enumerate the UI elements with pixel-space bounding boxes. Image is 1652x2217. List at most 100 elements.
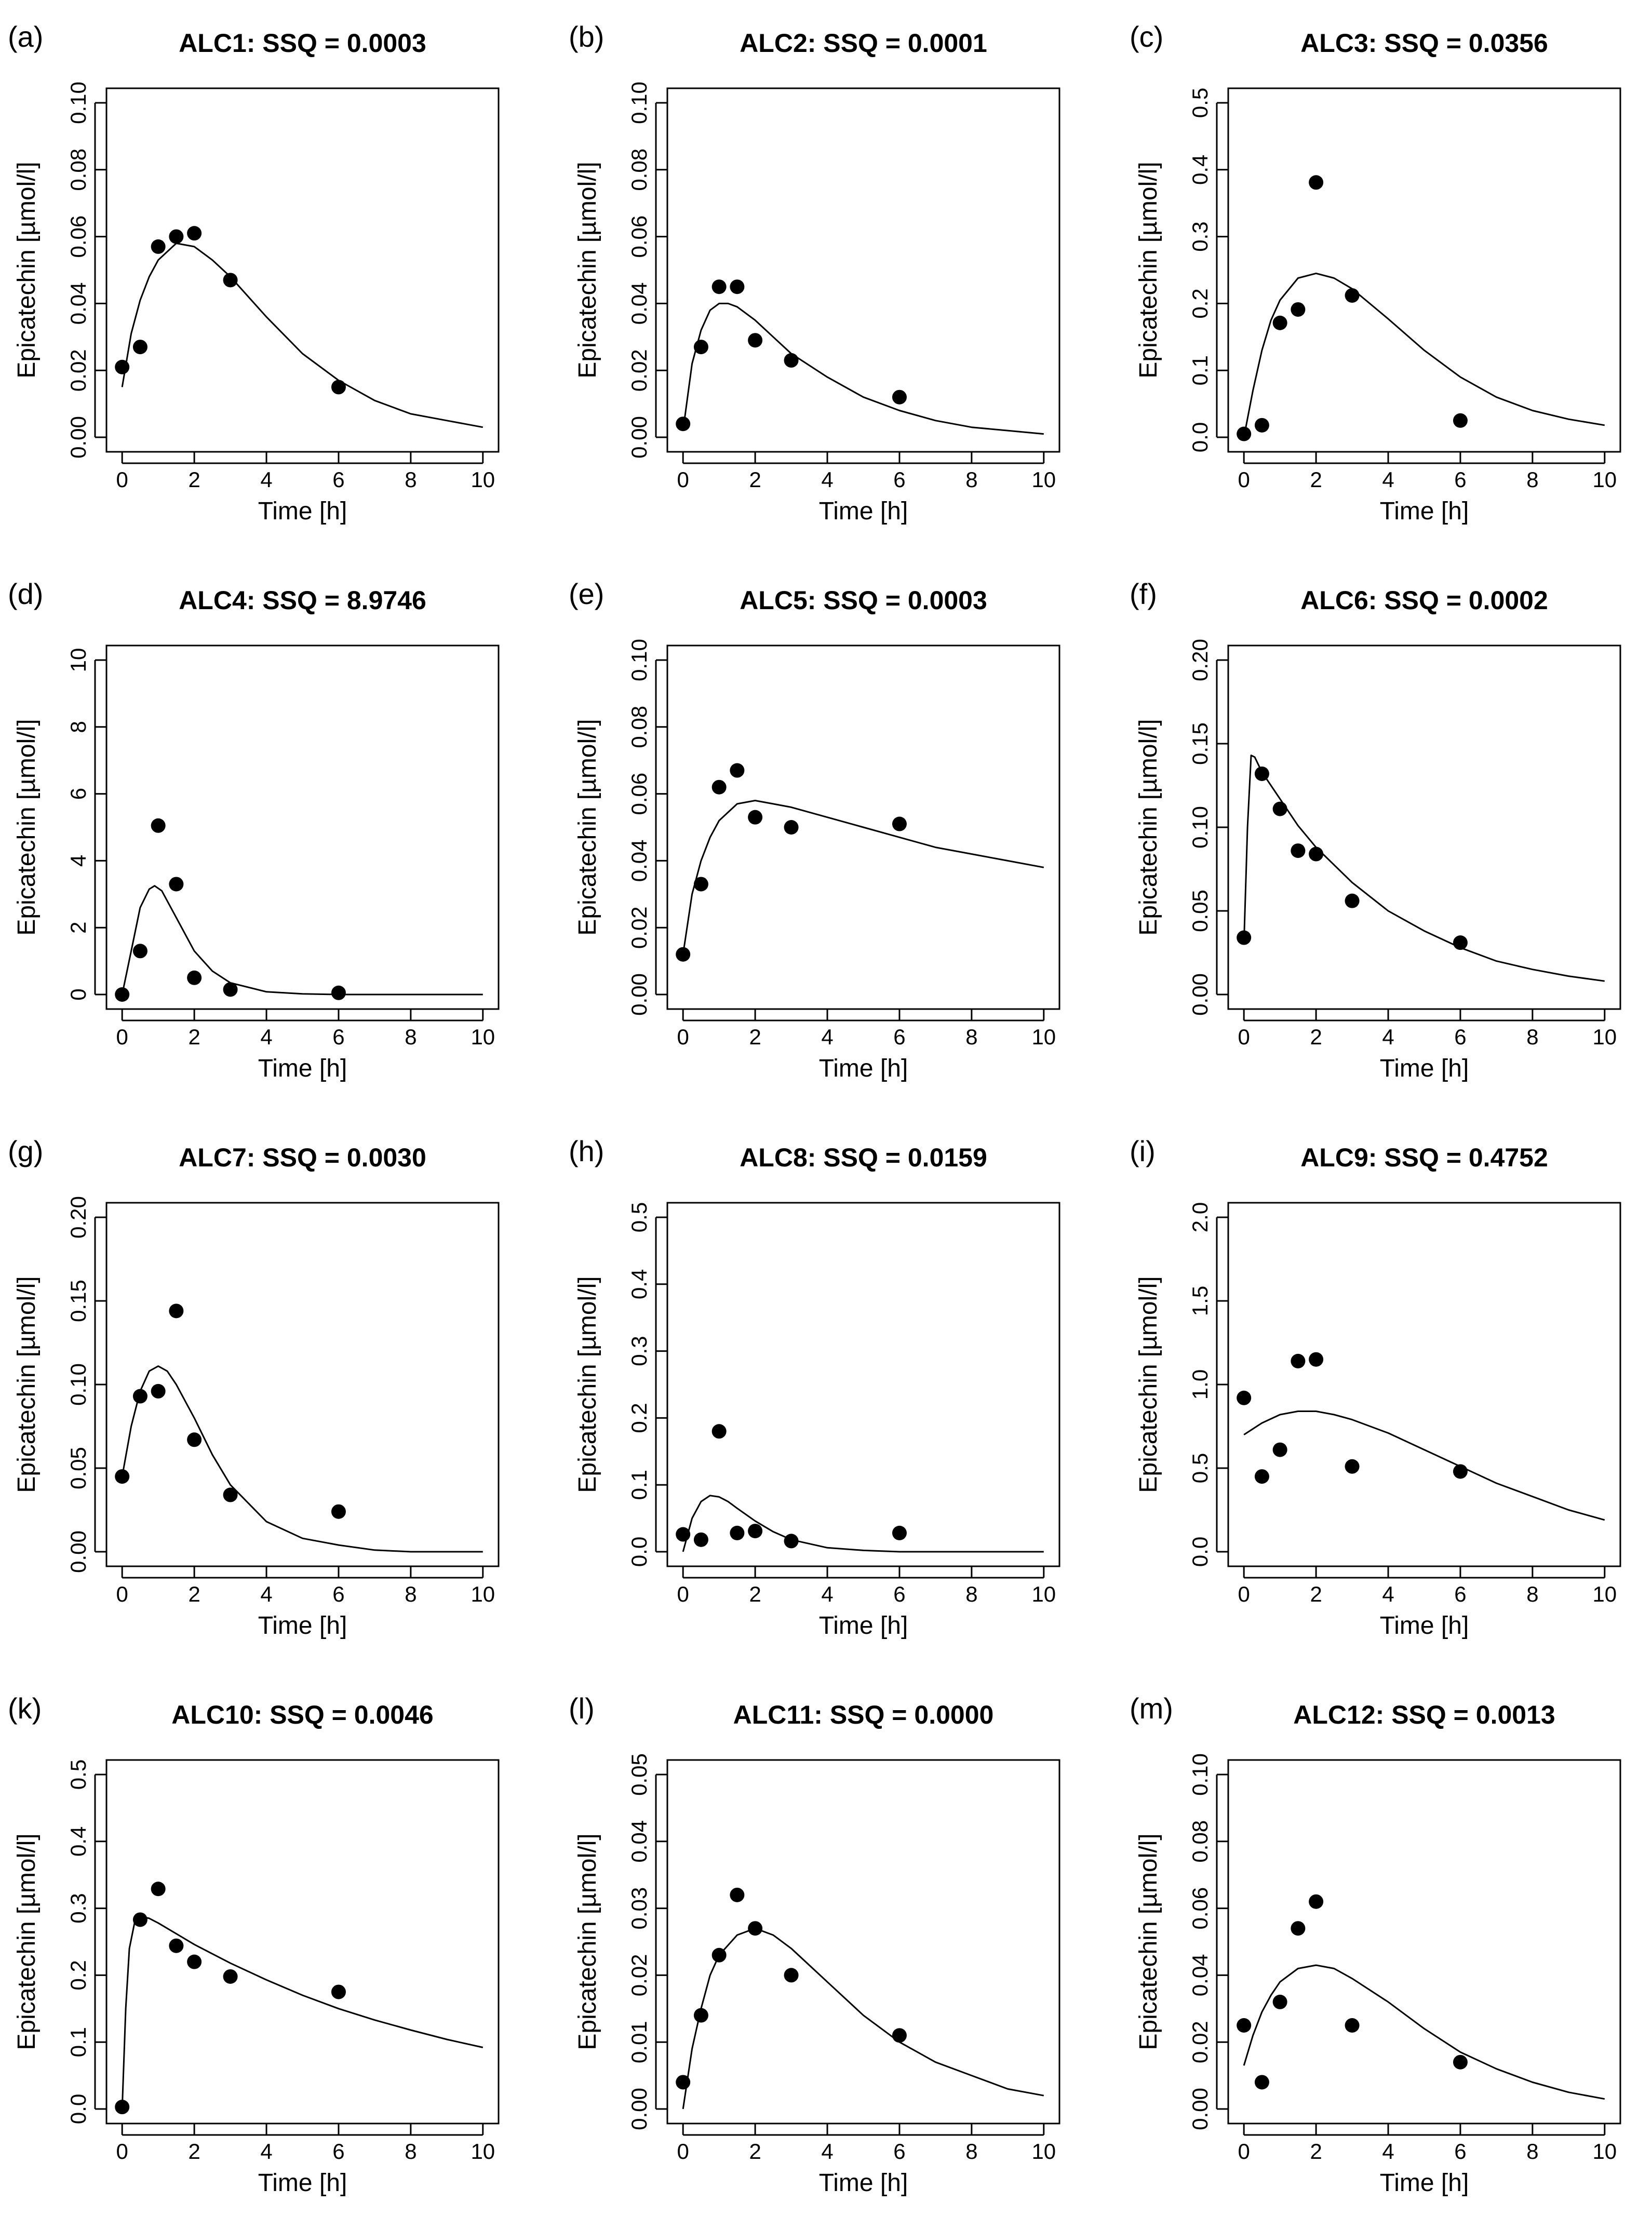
y-axis-label: Epicatechin [µmol/l] bbox=[13, 162, 41, 378]
data-point bbox=[1237, 426, 1252, 441]
y-tick-label: 0.02 bbox=[1188, 2021, 1212, 2063]
x-tick-label: 2 bbox=[188, 467, 200, 492]
data-point bbox=[711, 780, 727, 795]
panel-title: ALC5: SSQ = 0.0003 bbox=[740, 586, 987, 615]
y-tick-label: 1.5 bbox=[1188, 1286, 1212, 1316]
panel-tag: (g) bbox=[8, 1135, 43, 1167]
y-tick-label: 0.00 bbox=[627, 416, 651, 459]
y-tick-label: 0.0 bbox=[66, 2094, 90, 2124]
data-point bbox=[693, 2008, 708, 2023]
fit-curve bbox=[682, 1495, 1044, 1553]
panel-5: (e) ALC5: SSQ = 0.0003 0 2 4 6 8 10 Time [h] 0.00… bbox=[569, 577, 1060, 1082]
data-point bbox=[132, 1389, 147, 1404]
y-tick-label: 0.20 bbox=[66, 1196, 90, 1239]
x-tick-label: 0 bbox=[677, 467, 689, 492]
data-point bbox=[1309, 1352, 1324, 1367]
data-point bbox=[892, 2028, 907, 2043]
data-point bbox=[169, 229, 184, 244]
x-tick-label: 2 bbox=[1310, 1025, 1322, 1049]
x-tick-label: 4 bbox=[821, 2139, 833, 2164]
x-tick-label: 4 bbox=[260, 467, 272, 492]
panel-tag: (m) bbox=[1130, 1692, 1173, 1725]
panel-4: (d) ALC4: SSQ = 8.9746 0 2 4 6 8 10 Time [h] 0 2 4 6… bbox=[8, 577, 500, 1082]
data-point bbox=[1272, 1994, 1287, 2009]
panel-2: (b) ALC2: SSQ = 0.0001 0 2 4 6 8 10 Time [h] 0.00… bbox=[569, 20, 1060, 525]
x-axis-label: Time [h] bbox=[1380, 2169, 1469, 2197]
x-axis-label: Time [h] bbox=[1380, 1612, 1469, 1640]
x-tick-label: 6 bbox=[893, 2139, 905, 2164]
data-point bbox=[711, 279, 727, 294]
panel-6: (f) ALC6: SSQ = 0.0002 0 2 4 6 8 10 Time [h] 0.00… bbox=[1130, 577, 1621, 1082]
y-tick-label: 0.1 bbox=[1188, 355, 1212, 385]
x-tick-label: 6 bbox=[1454, 1582, 1466, 1606]
data-point bbox=[331, 985, 346, 1000]
x-tick-label: 6 bbox=[1454, 467, 1466, 492]
x-axis-label: Time [h] bbox=[819, 498, 908, 525]
x-axis-label: Time [h] bbox=[819, 1612, 908, 1640]
data-point bbox=[892, 816, 907, 831]
x-tick-label: 4 bbox=[1382, 1025, 1394, 1049]
y-tick-label: 2.0 bbox=[1188, 1202, 1212, 1232]
x-tick-label: 2 bbox=[749, 2139, 761, 2164]
y-tick-label: 0.00 bbox=[1188, 973, 1212, 1016]
y-tick-label: 0.4 bbox=[1188, 155, 1212, 185]
plot-frame bbox=[1227, 1759, 1621, 2125]
x-tick-label: 8 bbox=[1526, 467, 1538, 492]
data-point bbox=[784, 1534, 799, 1549]
y-axis-label: Epicatechin [µmol/l] bbox=[574, 1276, 601, 1493]
data-point bbox=[1309, 175, 1324, 190]
x-tick-label: 2 bbox=[188, 1582, 200, 1606]
y-tick-label: 0.00 bbox=[627, 973, 651, 1016]
y-axis-label: Epicatechin [µmol/l] bbox=[13, 1833, 41, 2050]
data-point bbox=[748, 333, 763, 348]
panel-11: (l) ALC11: SSQ = 0.0000 0 2 4 6 8 10 Time [h] 0.0… bbox=[569, 1692, 1060, 2197]
data-point bbox=[223, 273, 238, 288]
x-tick-label: 2 bbox=[749, 1582, 761, 1606]
y-axis-label: Epicatechin [µmol/l] bbox=[574, 1833, 601, 2050]
data-point bbox=[1453, 935, 1468, 950]
x-tick-label: 2 bbox=[188, 2139, 200, 2164]
data-point bbox=[1345, 2018, 1360, 2033]
y-tick-label: 0.5 bbox=[1188, 88, 1212, 118]
y-tick-label: 0.3 bbox=[627, 1336, 651, 1366]
y-axis-label: Epicatechin [µmol/l] bbox=[1135, 1833, 1162, 2050]
x-tick-label: 4 bbox=[1382, 1582, 1394, 1606]
x-tick-label: 2 bbox=[188, 1025, 200, 1049]
y-tick-label: 0.03 bbox=[627, 1887, 651, 1930]
x-tick-label: 4 bbox=[1382, 467, 1394, 492]
y-tick-label: 0.10 bbox=[66, 1363, 90, 1406]
data-point bbox=[730, 279, 745, 294]
data-point bbox=[730, 763, 745, 778]
x-tick-label: 8 bbox=[1526, 2139, 1538, 2164]
data-point bbox=[711, 1424, 727, 1439]
y-tick-label: 0.2 bbox=[66, 1960, 90, 1990]
plot-frame bbox=[105, 87, 500, 453]
x-tick-label: 0 bbox=[677, 1582, 689, 1606]
x-tick-label: 0 bbox=[1238, 1025, 1250, 1049]
panel-tag: (a) bbox=[8, 20, 43, 53]
data-point bbox=[151, 818, 166, 833]
x-axis-label: Time [h] bbox=[819, 2169, 908, 2197]
y-tick-label: 0.10 bbox=[1188, 1753, 1212, 1796]
x-axis-label: Time [h] bbox=[819, 1055, 908, 1082]
y-tick-label: 0.2 bbox=[1188, 288, 1212, 318]
data-point bbox=[132, 1912, 147, 1927]
data-point bbox=[748, 1524, 763, 1539]
data-point bbox=[1237, 930, 1252, 945]
data-point bbox=[711, 1947, 727, 1963]
plot-frame bbox=[105, 1759, 500, 2125]
y-tick-label: 0.20 bbox=[1188, 639, 1212, 681]
panel-tag: (b) bbox=[569, 20, 604, 53]
x-tick-label: 4 bbox=[1382, 2139, 1394, 2164]
panel-tag: (e) bbox=[569, 577, 604, 610]
data-point bbox=[115, 987, 130, 1002]
plot-frame bbox=[1227, 1202, 1621, 1567]
data-point bbox=[1291, 1353, 1306, 1368]
data-point bbox=[331, 1504, 346, 1519]
fit-curve bbox=[1243, 272, 1605, 438]
y-tick-label: 0.04 bbox=[66, 283, 90, 325]
data-point bbox=[1237, 2018, 1252, 2033]
x-tick-label: 6 bbox=[332, 1025, 344, 1049]
data-point bbox=[115, 2100, 130, 2115]
data-point bbox=[730, 1525, 745, 1540]
